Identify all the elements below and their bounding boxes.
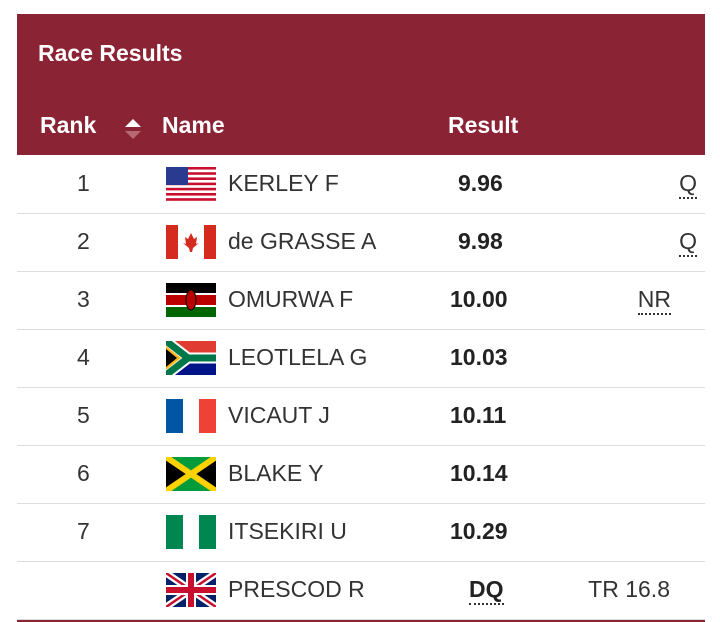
flag <box>166 399 216 439</box>
rank: 6 <box>77 460 90 486</box>
result-row: 4 LEOTLELA G 10.03 <box>17 329 705 388</box>
result: 10.14 <box>450 460 508 486</box>
note: TR 16.8 <box>588 576 670 602</box>
rank: 5 <box>77 402 90 428</box>
flag <box>164 570 218 613</box>
athlete-name: LEOTLELA G <box>228 344 368 370</box>
name-header[interactable]: Name <box>162 112 225 138</box>
athlete-name: KERLEY F <box>228 170 339 196</box>
result: 9.98 <box>458 228 503 254</box>
result[interactable]: DQ <box>469 576 504 605</box>
note[interactable]: NR <box>637 286 671 315</box>
result-row: 3 OMURWA F 10.00 NR <box>17 271 705 330</box>
athlete-name: PRESCOD R <box>228 576 365 602</box>
flag <box>166 225 216 265</box>
sort-icon[interactable] <box>123 118 143 140</box>
athlete-name: VICAUT J <box>228 402 330 428</box>
result: 9.96 <box>458 170 503 196</box>
result-row: 5 VICAUT J 10.11 <box>17 387 705 446</box>
flag <box>166 283 216 323</box>
results-table: Race Results Rank Name Result 1 KERLEY F 9… <box>17 14 705 622</box>
rank: 3 <box>77 286 90 312</box>
result-row: PRESCOD R DQ TR 16.8 <box>17 561 705 620</box>
flag <box>166 167 216 207</box>
athlete-name: OMURWA F <box>228 286 354 312</box>
flag <box>162 336 216 381</box>
rank: 2 <box>77 228 90 254</box>
flag <box>166 515 216 555</box>
rank: 4 <box>77 344 90 370</box>
result-row: 1 KERLEY F 9.96 Q <box>17 155 705 214</box>
rank-header[interactable]: Rank <box>40 112 97 138</box>
title: Race Results <box>38 40 183 66</box>
rank: 7 <box>77 518 90 544</box>
table-header: Race Results Rank Name Result <box>17 14 705 155</box>
athlete-name: ITSEKIRI U <box>228 518 347 544</box>
flag <box>164 454 218 497</box>
result-row: 2 de GRASSE A 9.98 Q <box>17 213 705 272</box>
result: 10.29 <box>450 518 508 544</box>
result-row: 7 ITSEKIRI U 10.29 <box>17 503 705 562</box>
athlete-name: de GRASSE A <box>228 228 377 254</box>
result-row: 6 BLAKE Y 10.14 <box>17 445 705 504</box>
result-header[interactable]: Result <box>448 112 519 138</box>
note[interactable]: Q <box>679 170 697 199</box>
result: 10.00 <box>450 286 508 312</box>
note[interactable]: Q <box>679 228 697 257</box>
result: 10.03 <box>450 344 508 370</box>
athlete-name: BLAKE Y <box>228 460 324 486</box>
result: 10.11 <box>450 402 507 428</box>
rank: 1 <box>77 170 90 196</box>
